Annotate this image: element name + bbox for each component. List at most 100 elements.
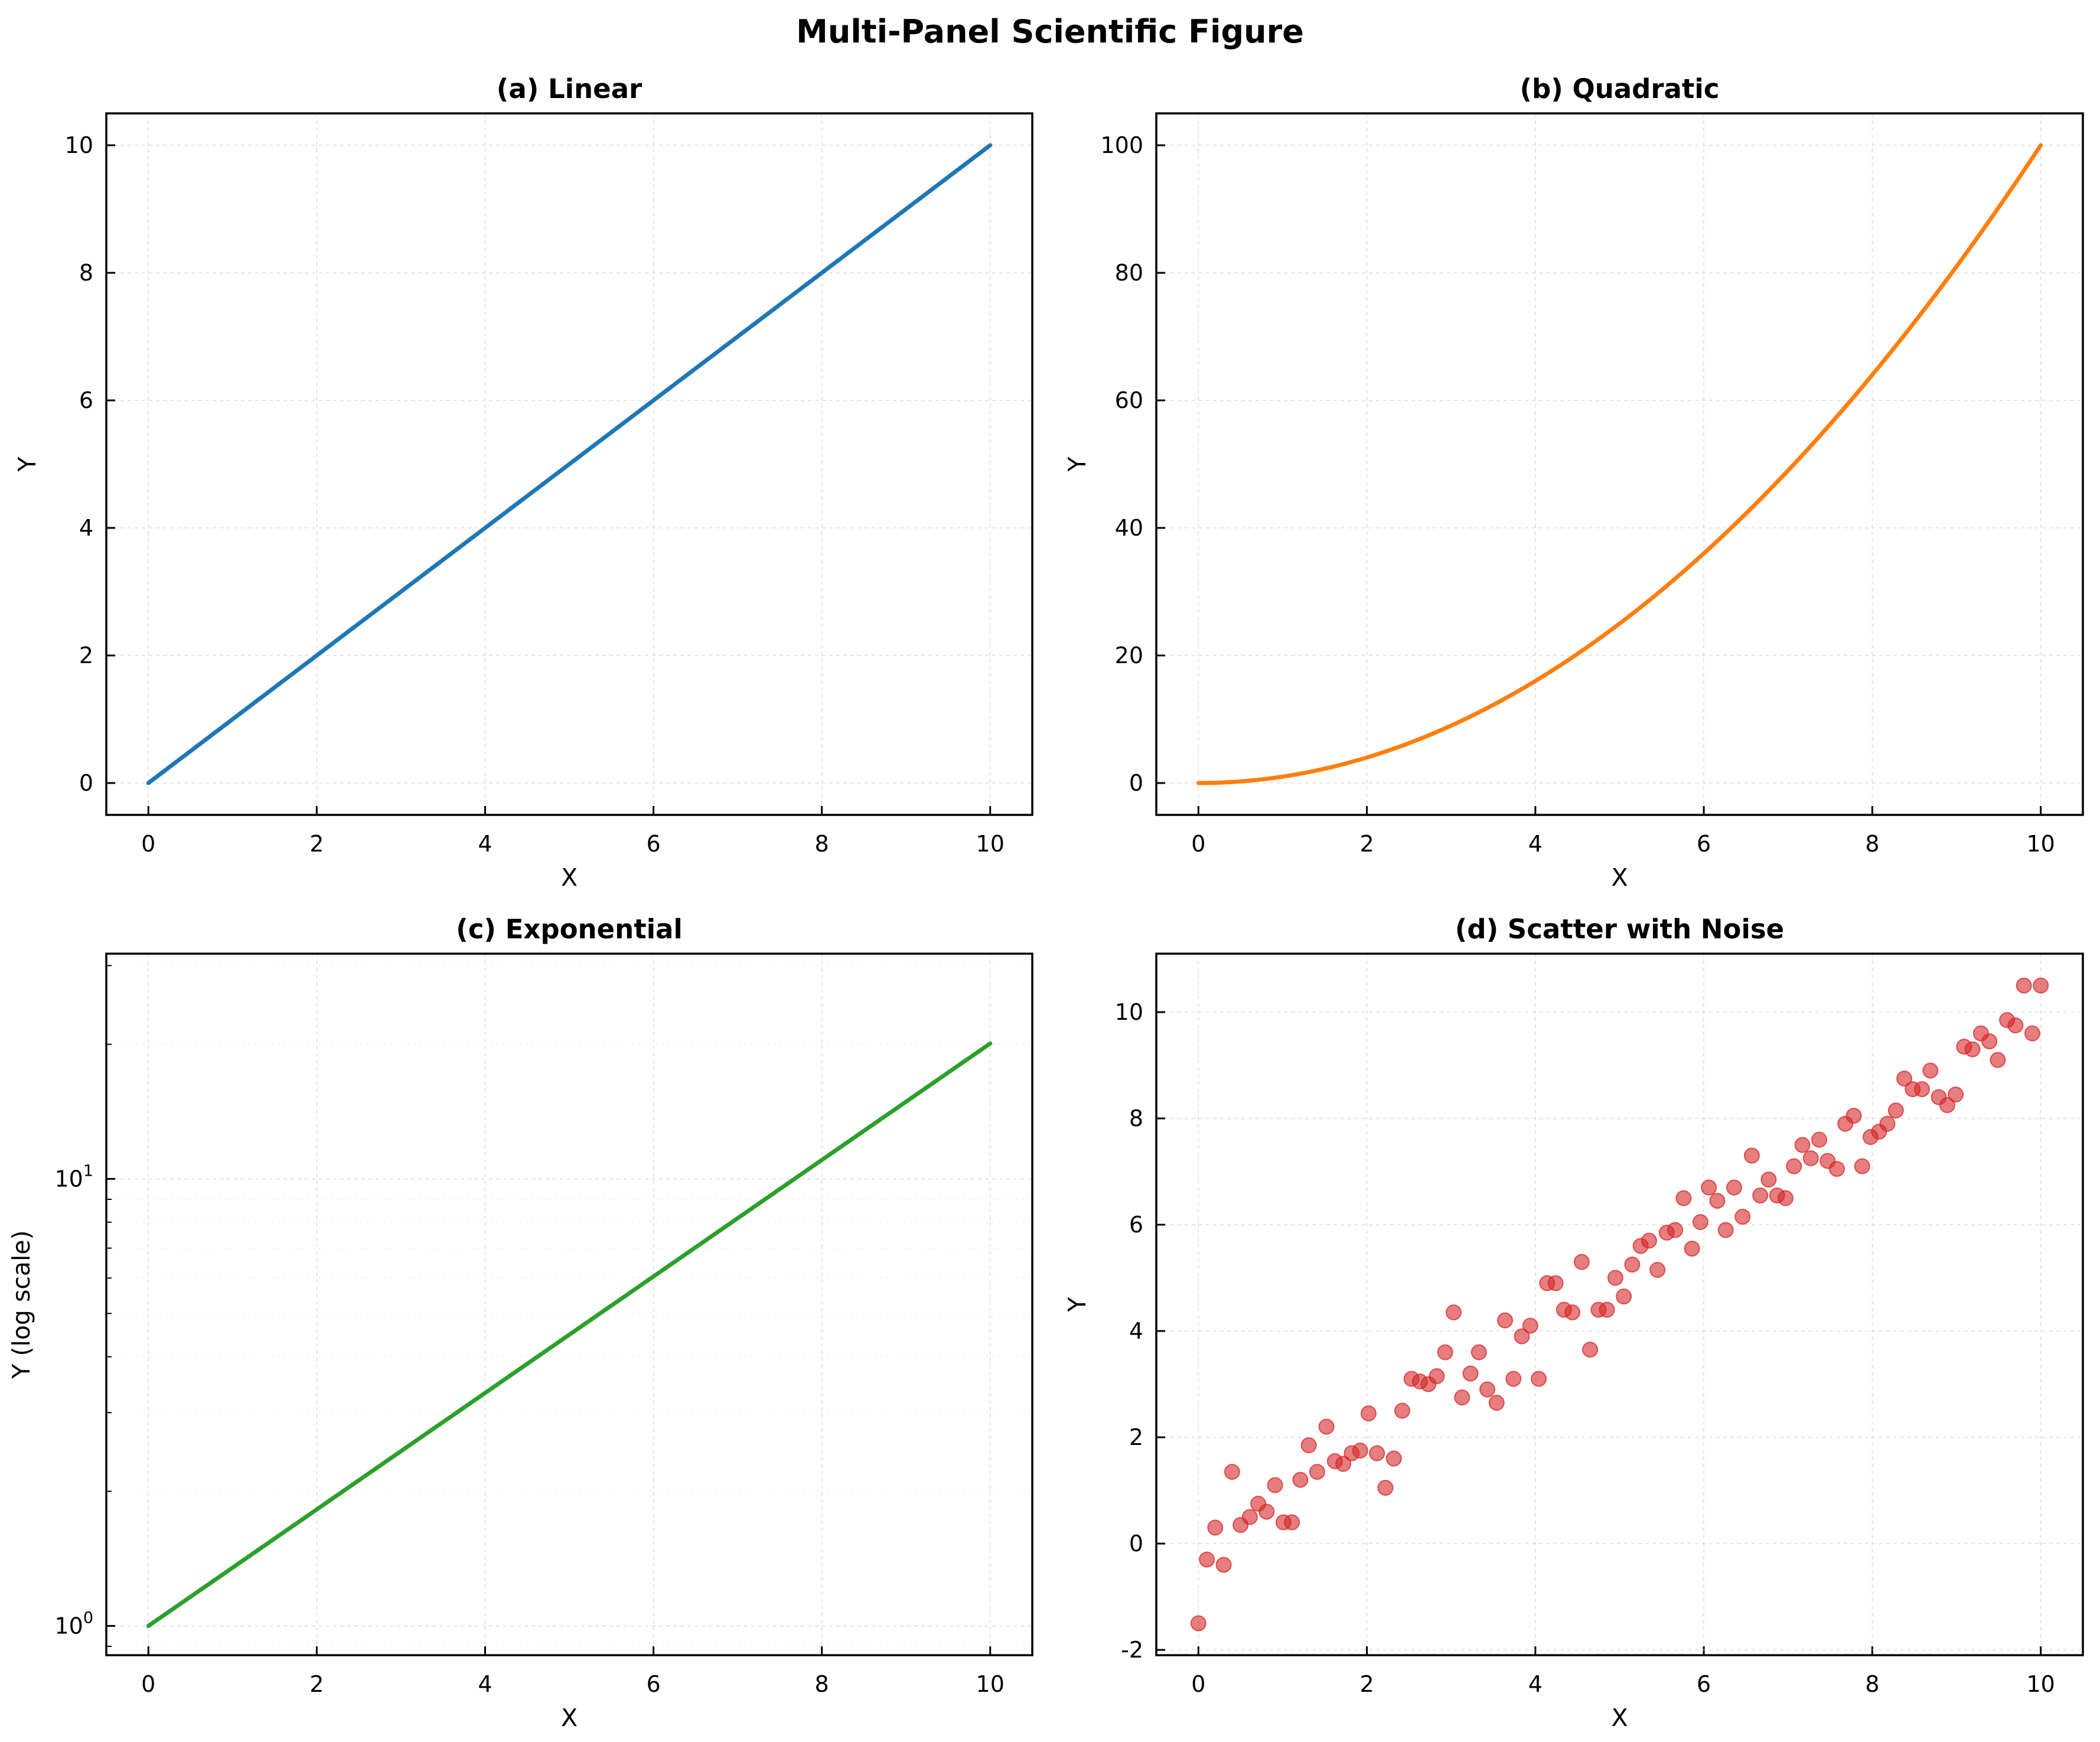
series-line [1196,143,2043,785]
scatter-point [1258,1503,1275,1520]
scatter-point [1505,1371,1522,1387]
scatter-point [1777,1190,1794,1206]
panel-a-ylabel: Y [13,456,41,472]
scatter-point [1684,1241,1700,1257]
scatter-point [1717,1222,1734,1238]
x-tick-label: 8 [1865,1671,1879,1697]
scatter-point [1479,1381,1496,1398]
panel-b-ylabel: Y [1063,456,1091,472]
y-tick-label: 80 [1115,260,1143,286]
scatter-point [1760,1172,1777,1188]
scatter-point [1649,1262,1666,1278]
scatter-point [1624,1257,1641,1273]
figure-title: Multi-Panel Scientific Figure [796,13,1304,50]
y-tick-label: 100 [1100,132,1143,158]
y-tick-label: 101 [54,1162,93,1192]
x-tick-label: 8 [1865,831,1879,857]
panel-a-title: (a) Linear [497,73,643,105]
y-tick-label: 2 [79,642,93,668]
scatter-point [1284,1514,1300,1531]
scatter-point [1616,1288,1632,1304]
panel-a-xlabel: X [561,863,578,892]
scatter-point [1879,1115,1896,1132]
x-tick-label: 2 [309,1671,324,1697]
y-tick-label: 60 [1115,387,1143,413]
scatter-point [2024,1025,2040,1042]
x-tick-label: 6 [1697,1671,1711,1697]
y-tick-label: 2 [1129,1424,1143,1450]
scatter-point [1497,1312,1514,1329]
scatter-point [1607,1270,1623,1286]
x-tick-label: 0 [141,831,155,857]
scatter-point [2033,977,2049,994]
scatter-point [1488,1395,1505,1411]
scatter-point [1981,1033,1998,1049]
series-line [146,143,993,785]
x-tick-label: 2 [309,831,324,857]
scatter-point [1224,1464,1240,1480]
scatter-point [1896,1071,1913,1087]
y-tick-label: -2 [1121,1637,1143,1663]
scatter-point [1462,1365,1479,1382]
scatter-point [1734,1209,1751,1225]
scatter-point [1752,1188,1769,1203]
scatter-point [1514,1328,1530,1345]
scatter-point [1394,1402,1410,1419]
scatter-point [1922,1062,1939,1079]
scatter-point [1377,1480,1394,1496]
x-tick-label: 10 [976,831,1005,857]
scatter-point [1190,1615,1206,1632]
scatter-point [1914,1081,1931,1097]
scatter-point [1470,1344,1487,1361]
y-tick-label: 4 [79,515,93,541]
scatter-point [1845,1108,1862,1124]
scatter-point [2016,977,2032,994]
scatter-point [1726,1179,1742,1196]
scatter-point [1547,1275,1564,1291]
y-tick-label: 20 [1115,642,1143,668]
panel-d-ylabel: Y [1063,1297,1091,1313]
y-tick-label: 10 [1115,999,1143,1025]
scatter-point [1794,1137,1811,1153]
scatter-point [1335,1456,1352,1472]
x-tick-label: 0 [1191,1671,1205,1697]
scatter-point [1948,1087,1964,1102]
panel-c: (c) Exponential X Y (log scale) 0 2 4 6 8 101… [7,914,1033,1732]
scatter-point [1667,1222,1684,1238]
scatter-point [1267,1477,1283,1493]
panel-b-title: (b) Quadratic [1519,73,1719,105]
panel-c-plot-area: 0 2 4 6 8 10 100 101 [54,952,1033,1697]
scatter-point [1675,1190,1692,1206]
x-tick-label: 8 [815,831,829,857]
panel-d-xlabel: X [1611,1704,1628,1732]
scatter-point [1811,1131,1828,1148]
panel-b-xlabel: X [1611,863,1628,892]
scatter-point [1352,1443,1368,1459]
axes-frame [105,112,1033,816]
scatter-point [1241,1509,1258,1525]
x-tick-label: 2 [1359,831,1374,857]
scatter-point [1802,1150,1819,1166]
scatter-point [1564,1304,1581,1320]
x-tick-label: 4 [1528,1671,1543,1697]
scatter-point [1437,1344,1453,1361]
y-tick-label: 6 [1129,1212,1143,1238]
scatter-point [1446,1304,1462,1320]
axes-frame [105,952,1033,1656]
y-tick-label: 8 [1129,1105,1143,1131]
scatter-point [1964,1041,1981,1058]
panel-c-title: (c) Exponential [456,914,683,945]
scatter-point [1215,1557,1232,1573]
panel-d-title: (d) Scatter with Noise [1455,914,1784,945]
panel-d-plot-area: 0 2 4 6 8 10 -2 0 2 4 6 8 10 [1115,952,2084,1697]
scatter-point [1887,1102,1904,1118]
scatter-point [1701,1179,1717,1196]
axes-frame [1155,112,2084,816]
y-tick-label: 0 [1129,770,1143,796]
scatter-point [1854,1158,1870,1175]
y-tick-label: 4 [1129,1318,1143,1344]
x-tick-label: 2 [1359,1671,1374,1697]
scatter-point [1786,1158,1802,1175]
